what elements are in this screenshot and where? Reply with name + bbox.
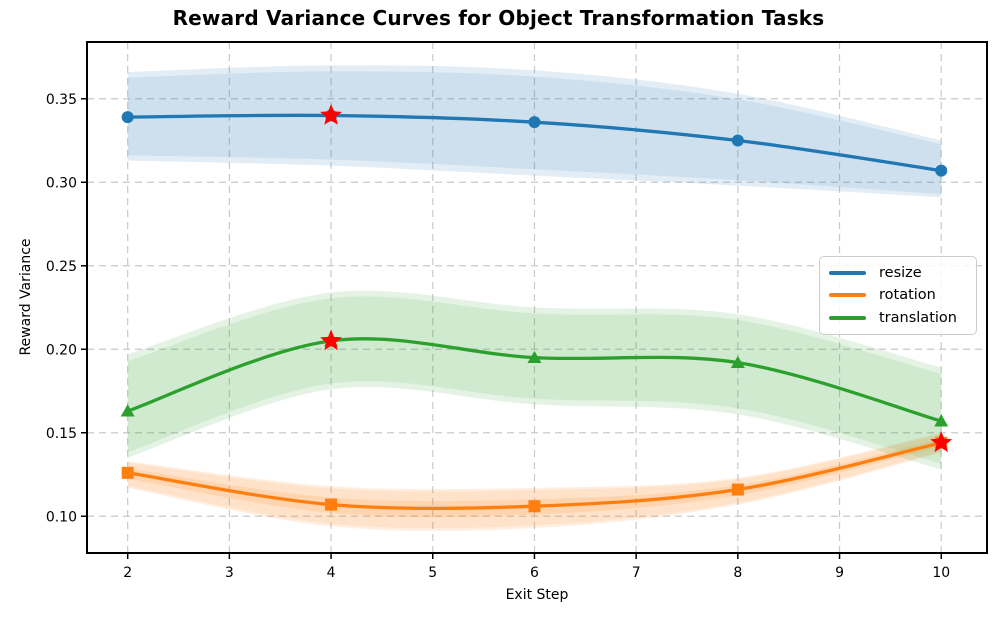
x-tick-label: 5 [428, 565, 437, 581]
rotation-marker [325, 498, 338, 511]
plot-border [86, 41, 988, 554]
x-axis-label: Exit Step [505, 587, 569, 603]
rotation-marker [731, 483, 744, 496]
legend-entry-resize: resize [829, 266, 967, 281]
x-tick-label: 6 [530, 565, 539, 581]
resize-confidence-band [127, 65, 942, 198]
resize-marker [528, 116, 541, 129]
y-tick-label: 0.15 [46, 426, 77, 442]
legend-label: translation [879, 309, 957, 326]
x-tick-label: 9 [835, 565, 844, 581]
translation-marker [120, 404, 135, 417]
y-tick-label: 0.35 [46, 92, 77, 108]
legend-swatch [829, 271, 866, 276]
resize-marker [935, 164, 948, 177]
translation-marker [934, 414, 949, 427]
y-tick-label: 0.10 [46, 509, 77, 525]
best-exit-star [320, 329, 342, 351]
best-exit-star [930, 431, 953, 453]
legend: resize rotation translation [819, 256, 977, 335]
resize-marker [731, 134, 744, 147]
x-tick-label: 8 [733, 565, 742, 581]
x-tick-label: 3 [225, 565, 234, 581]
legend-label: resize [879, 264, 922, 281]
legend-label: rotation [879, 287, 936, 304]
best-exit-star [320, 104, 342, 125]
legend-entry-rotation: rotation [829, 288, 967, 303]
x-tick-label: 10 [932, 565, 950, 581]
rotation-marker [528, 500, 541, 513]
y-tick-label: 0.20 [46, 342, 77, 358]
legend-entry-translation: translation [829, 311, 967, 326]
legend-swatch [829, 293, 866, 298]
rotation-marker [121, 466, 134, 479]
y-tick-label: 0.30 [46, 175, 77, 191]
chart-title: Reward Variance Curves for Object Transf… [172, 6, 825, 30]
x-tick-label: 7 [632, 565, 641, 581]
x-tick-label: 4 [327, 565, 336, 581]
translation-marker [730, 355, 745, 369]
x-tick-label: 2 [123, 565, 132, 581]
resize-marker [121, 111, 134, 124]
translation-marker [527, 350, 542, 364]
legend-swatch [829, 315, 866, 320]
y-tick-label: 0.25 [46, 259, 77, 275]
resize-confidence-band-inner [127, 71, 942, 195]
